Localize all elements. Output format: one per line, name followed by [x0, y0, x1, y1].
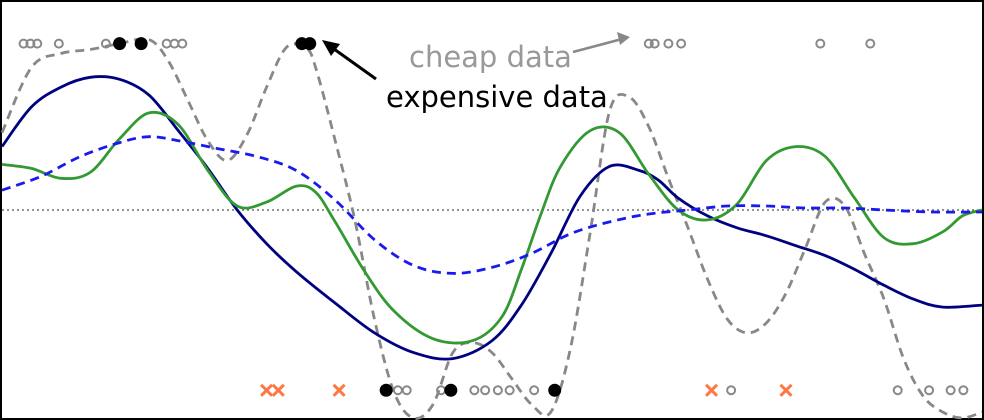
series-line-4 — [1, 135, 983, 275]
cheap-data-point — [529, 385, 540, 396]
cheap-data-point — [25, 38, 36, 49]
cheap-data-point — [401, 385, 412, 396]
cheap-data-point — [177, 38, 188, 49]
cheap-data-point — [865, 38, 876, 49]
cheap-data-point — [958, 385, 969, 396]
series-line-3 — [1, 110, 983, 345]
cheap-data-point — [492, 385, 503, 396]
cheap-data-label: cheap data — [409, 40, 572, 74]
expensive-data-point — [548, 383, 562, 397]
annotation-layer: cheap data expensive data — [322, 32, 630, 114]
cheap-data-point — [643, 38, 654, 49]
cheap-data-point — [815, 38, 826, 49]
cheap-data-arrowhead — [617, 32, 630, 45]
test-point-marker — [332, 383, 346, 397]
cheap-data-point — [100, 38, 111, 49]
expensive-data-arrowhead — [322, 40, 340, 56]
cheap-data-point — [469, 385, 480, 396]
test-point-marker — [271, 383, 285, 397]
cheap-data-point — [663, 38, 674, 49]
cheap-data-point — [504, 385, 515, 396]
cheap-data-point — [924, 385, 935, 396]
cheap-data-point — [32, 38, 43, 49]
test-point-marker — [260, 383, 274, 397]
cheap-data-point — [480, 385, 491, 396]
expensive-data-point — [379, 383, 393, 397]
cheap-data-point — [18, 38, 29, 49]
series-layer — [0, 37, 983, 420]
expensive-data-point — [134, 37, 148, 51]
expensive-data-point — [303, 37, 317, 51]
expensive-data-point — [113, 37, 127, 51]
cheap-data-point — [726, 385, 737, 396]
test-point-marker — [704, 383, 719, 397]
test-point-marker — [779, 383, 793, 397]
expensive-data-point — [444, 383, 458, 397]
marker-layer — [18, 37, 969, 397]
expensive-data-arrow — [333, 47, 377, 81]
series-line-2 — [0, 75, 983, 361]
cheap-data-point — [649, 38, 660, 49]
cheap-data-point — [53, 38, 64, 49]
cheap-data-point — [945, 385, 956, 396]
cheap-data-point — [676, 38, 687, 49]
series-line-1 — [0, 37, 983, 420]
cheap-data-point — [892, 385, 903, 396]
cheap-data-arrow — [572, 37, 623, 54]
expensive-data-label: expensive data — [386, 80, 608, 114]
